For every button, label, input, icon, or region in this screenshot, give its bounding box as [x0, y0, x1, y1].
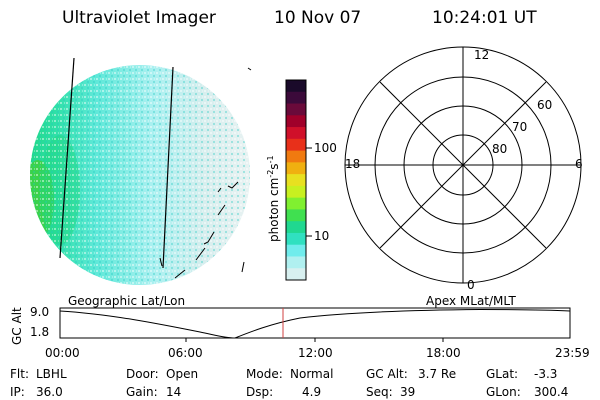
seq-value: 39: [400, 385, 416, 399]
glon-label: GLon:: [486, 385, 521, 399]
colorbar-tick-label-10: 10: [314, 229, 330, 243]
uv-image-disk: [30, 57, 252, 285]
y-tick-1-8: 1.8: [30, 325, 50, 339]
colorbar-segment: [286, 91, 306, 105]
date-label: 10 Nov 07: [274, 8, 362, 28]
x-tick-1200: 12:00: [298, 346, 333, 360]
coastline: [159, 67, 252, 279]
gc-alt-axis-label: GC Alt: [10, 307, 24, 345]
colorbar: [286, 80, 306, 281]
gain-value: 14: [166, 385, 182, 399]
mlat-label-70: 70: [512, 120, 528, 134]
gcalt-value: 3.7 Re: [418, 367, 457, 381]
flt-label: Flt:: [10, 367, 29, 381]
mlt-label-0: 0: [467, 278, 475, 292]
colorbar-segment: [286, 150, 306, 163]
mlt-label-6: 6: [575, 157, 583, 171]
seq-label: Seq:: [366, 385, 393, 399]
door-label: Door:: [126, 367, 159, 381]
ip-value: 36.0: [36, 385, 63, 399]
colorbar-segment: [286, 185, 306, 199]
colorbar-segment: [286, 174, 306, 187]
colorbar-label: photon cm-2s-1: [266, 155, 281, 242]
colorbar-segment: [286, 138, 306, 152]
geographic-label: Geographic Lat/Lon: [68, 294, 186, 308]
colorbar-segment: [286, 232, 306, 246]
x-tick-1800: 18:00: [426, 346, 461, 360]
x-tick-2359: 23:59: [555, 346, 590, 360]
gain-label: Gain:: [126, 385, 158, 399]
colorbar-segment: [286, 221, 306, 234]
apex-label: Apex MLat/MLT: [426, 294, 516, 308]
gcalt-label: GC Alt:: [366, 367, 408, 381]
lon-line-1: [59, 57, 75, 259]
y-tick-9: 9.0: [30, 305, 50, 319]
colorbar-segment: [286, 197, 306, 210]
glat-value: -3.3: [534, 367, 558, 381]
mlat-label-80: 80: [492, 142, 508, 156]
instrument-title: Ultraviolet Imager: [62, 8, 216, 28]
colorbar-segment: [286, 268, 306, 281]
colorbar-segment: [286, 244, 306, 257]
timeline-frame: [59, 307, 571, 339]
lon-line-2: [162, 66, 174, 269]
colorbar-segment: [286, 80, 306, 93]
glon-value: 300.4: [534, 385, 569, 399]
polar-grid: [344, 46, 582, 284]
ip-label: IP:: [10, 385, 25, 399]
mlt-label-12: 12: [474, 48, 490, 62]
door-value: Open: [166, 367, 199, 381]
colorbar-segment: [286, 127, 306, 140]
mlt-label-18: 18: [345, 157, 361, 171]
flt-value: LBHL: [36, 367, 67, 381]
time-label: 10:24:01 UT: [432, 8, 537, 28]
colorbar-segment: [286, 256, 306, 269]
glat-label: GLat:: [486, 367, 519, 381]
colorbar-frame: [285, 79, 307, 281]
x-tick-0000: 00:00: [45, 346, 80, 360]
mode-label: Mode:: [246, 367, 283, 381]
dsp-label: Dsp:: [246, 385, 274, 399]
timeline-plot: [59, 307, 571, 342]
altitude-curve: [59, 308, 571, 339]
mode-value: Normal: [290, 367, 334, 381]
dsp-value: 4.9: [302, 385, 322, 399]
mlat-label-60: 60: [537, 98, 553, 112]
polar-diagonal-2: [379, 81, 547, 249]
colorbar-segment: [286, 115, 306, 128]
colorbar-tick-label-100: 100: [314, 141, 337, 155]
colorbar-segment: [286, 209, 306, 222]
x-tick-0600: 06:00: [168, 346, 203, 360]
colorbar-segment: [286, 103, 306, 116]
colorbar-segment: [286, 162, 306, 175]
